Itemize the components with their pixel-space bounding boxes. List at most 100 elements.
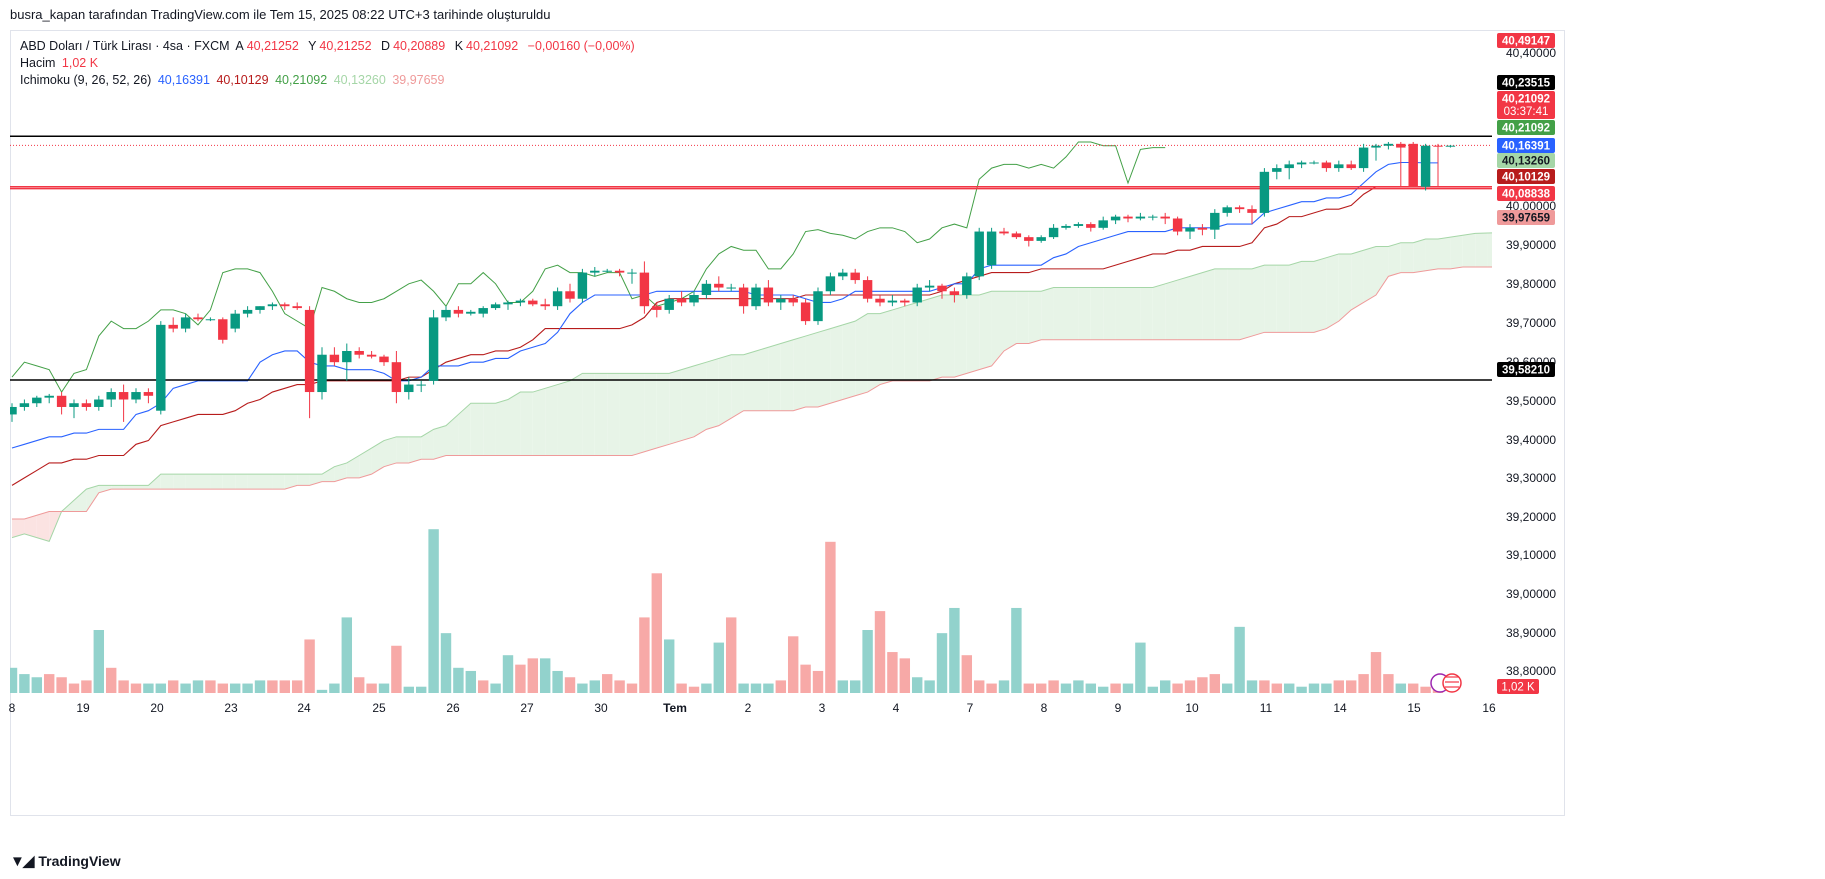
kumo-cloud-segment	[12, 518, 25, 538]
kumo-cloud-segment	[557, 380, 570, 456]
candle-body	[1086, 224, 1096, 228]
kumo-cloud-segment	[247, 474, 260, 490]
volume-bar	[701, 683, 712, 693]
kumo-cloud-segment	[780, 339, 794, 411]
kumo-cloud-segment	[1425, 239, 1438, 271]
price-axis-tick: 40,40000	[1506, 46, 1556, 60]
kumo-cloud-segment	[111, 485, 124, 490]
time-axis-tick: 24	[297, 701, 311, 715]
kumo-cloud-segment	[1326, 253, 1339, 329]
kumo-cloud-segment	[470, 403, 484, 456]
kumo-cloud-segment	[495, 399, 508, 456]
kumo-cloud-segment	[1363, 246, 1376, 303]
price-label-badge	[1497, 33, 1555, 48]
candle-body	[639, 272, 650, 307]
kumo-cloud-segment	[694, 362, 707, 437]
ohlc-open: A 40,21252	[235, 39, 299, 53]
candle-body	[218, 319, 228, 340]
kumo-cloud-segment	[681, 365, 694, 441]
candle-body	[552, 291, 563, 307]
candle-body	[1272, 168, 1282, 172]
plot-area[interactable]	[7, 135, 1537, 693]
volume-bar	[663, 639, 675, 693]
volume-bar	[614, 680, 625, 693]
candle-body	[924, 285, 935, 288]
candle-body	[1110, 216, 1121, 221]
volume-bar	[403, 686, 415, 693]
ichimoku-label[interactable]: Ichimoku (9, 26, 52, 26)	[20, 73, 152, 87]
candle-body	[94, 399, 104, 407]
volume-bar	[1321, 683, 1332, 693]
volume-bar	[477, 680, 489, 693]
chikou-span-line	[11, 141, 1166, 394]
candle-body	[1433, 145, 1443, 147]
volume-bar	[961, 655, 973, 693]
volume-bar	[515, 664, 526, 693]
volume-bar	[986, 683, 997, 693]
candle-body	[143, 392, 154, 396]
candle-body	[1234, 207, 1245, 210]
candle-body	[887, 300, 898, 303]
candle-body	[1296, 162, 1307, 165]
price-label-text: 40,23515	[1502, 78, 1551, 90]
volume-bar	[688, 686, 700, 693]
candle-body	[354, 350, 364, 355]
time-axis-tick: 8	[1041, 701, 1048, 715]
volume-bar	[93, 630, 105, 693]
volume-bar	[763, 683, 774, 693]
volume-bar	[577, 683, 588, 693]
volume-bar	[304, 639, 315, 693]
kumo-cloud-segment	[1289, 261, 1302, 333]
kumo-cloud-segment	[656, 373, 670, 449]
kumo-cloud-segment	[1066, 287, 1079, 340]
volume-bar	[391, 645, 402, 693]
candle-body	[528, 300, 538, 305]
kumo-cloud-segment	[917, 298, 930, 381]
tradingview-logo[interactable]: ▼◢ TradingView	[10, 852, 121, 870]
price-label-text: 40,21092	[1502, 94, 1550, 106]
kumo-cloud-segment	[160, 474, 174, 490]
kumo-cloud-segment	[1128, 287, 1141, 340]
candle-body	[205, 319, 216, 321]
volume-bar	[118, 680, 129, 693]
volume-bar	[787, 636, 799, 693]
chart-frame[interactable]	[10, 30, 1565, 816]
candle-body	[751, 287, 761, 307]
candle-body	[614, 270, 625, 273]
symbol-name[interactable]: ABD Doları / Türk Lirası · 4sa · FXCM	[20, 39, 230, 53]
volume-bar	[1395, 683, 1407, 693]
kumo-cloud-segment	[520, 392, 533, 456]
kumo-cloud-segment	[322, 466, 335, 482]
candle-body	[714, 283, 724, 288]
price-axis-tick: 38,80000	[1506, 664, 1556, 678]
kumo-cloud-segment	[334, 462, 347, 482]
volume-bar	[1048, 680, 1059, 693]
kumo-cloud-segment	[309, 474, 322, 486]
volume-label[interactable]: Hacim	[20, 56, 56, 70]
candle-body	[379, 356, 389, 363]
candle-body	[242, 309, 253, 314]
kumo-cloud-segment	[1165, 280, 1178, 340]
kumo-cloud-segment	[966, 295, 980, 374]
time-axis-tick: 11	[1260, 701, 1273, 715]
kumo-cloud-segment	[198, 474, 211, 490]
kumo-cloud-segment	[644, 373, 657, 452]
kumo-cloud-segment	[532, 388, 546, 456]
time-axis-tick: 10	[1185, 701, 1199, 715]
kumo-cloud-segment	[1016, 291, 1029, 344]
candle-body	[193, 317, 203, 320]
kumo-cloud-segment	[594, 373, 608, 456]
volume-bar	[837, 680, 849, 693]
price-axis-tick: 39,50000	[1506, 394, 1556, 408]
candle-body	[1172, 218, 1183, 232]
time-axis-tick: 26	[446, 701, 460, 715]
candle-body	[428, 317, 439, 381]
candle-body	[32, 397, 42, 404]
kumo-cloud-segment	[24, 515, 37, 538]
time-axis-tick: 4	[893, 701, 900, 715]
kumo-cloud-segment	[1450, 235, 1463, 269]
candle-body	[986, 231, 997, 266]
kumo-cloud-segment	[991, 291, 1004, 366]
ichimoku-span-b-value: 39,97659	[392, 73, 445, 87]
